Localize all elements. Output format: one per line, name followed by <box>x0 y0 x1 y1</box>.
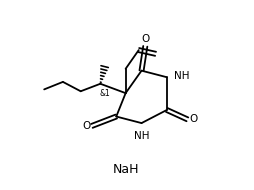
Text: NH: NH <box>173 71 189 81</box>
Text: O: O <box>82 121 90 131</box>
Text: O: O <box>141 34 149 44</box>
Text: NH: NH <box>134 131 149 141</box>
Text: NaH: NaH <box>112 163 138 176</box>
Text: &1: &1 <box>99 89 110 98</box>
Text: O: O <box>188 114 196 124</box>
